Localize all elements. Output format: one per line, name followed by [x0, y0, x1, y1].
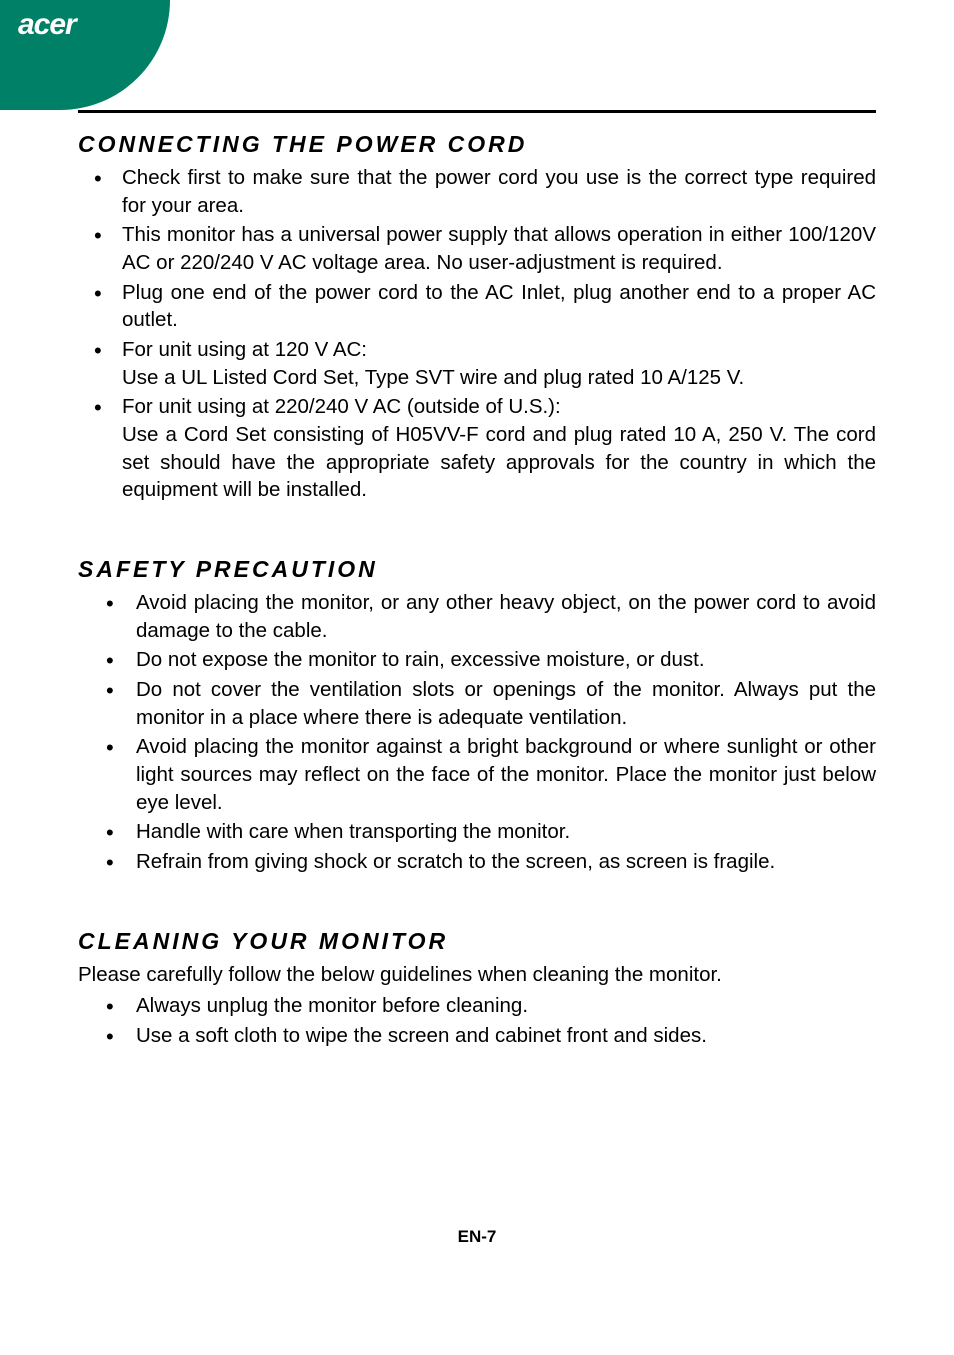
brand-logo: acer	[18, 8, 76, 42]
list-item: Do not expose the monitor to rain, exces…	[78, 646, 876, 674]
bullet-list: Avoid placing the monitor, or any other …	[78, 589, 876, 876]
list-item: Use a soft cloth to wipe the screen and …	[78, 1022, 876, 1050]
bullet-list: Check first to make sure that the power …	[78, 164, 876, 504]
list-item: For unit using at 220/240 V AC (outside …	[78, 393, 876, 504]
list-item: Check first to make sure that the power …	[78, 164, 876, 219]
section-intro: Please carefully follow the below guidel…	[78, 961, 876, 989]
list-item: For unit using at 120 V AC:Use a UL List…	[78, 336, 876, 391]
list-item: Avoid placing the monitor, or any other …	[78, 589, 876, 644]
list-item: Handle with care when transporting the m…	[78, 818, 876, 846]
section-heading: CLEANING YOUR MONITOR	[78, 928, 876, 955]
list-item: Avoid placing the monitor against a brig…	[78, 733, 876, 816]
page: acer CONNECTING THE POWER CORD Check firs…	[0, 0, 954, 1355]
list-item: Refrain from giving shock or scratch to …	[78, 848, 876, 876]
list-item: Plug one end of the power cord to the AC…	[78, 279, 876, 334]
section-heading: SAFETY PRECAUTION	[78, 556, 876, 583]
list-item: Always unplug the monitor before cleanin…	[78, 992, 876, 1020]
page-number: EN-7	[0, 1227, 954, 1247]
bullet-list: Always unplug the monitor before cleanin…	[78, 992, 876, 1049]
top-rule	[78, 110, 876, 113]
section-heading: CONNECTING THE POWER CORD	[78, 131, 876, 158]
list-item: Do not cover the ventilation slots or op…	[78, 676, 876, 731]
content-area: CONNECTING THE POWER CORD Check first to …	[78, 110, 876, 1102]
list-item: This monitor has a universal power suppl…	[78, 221, 876, 276]
